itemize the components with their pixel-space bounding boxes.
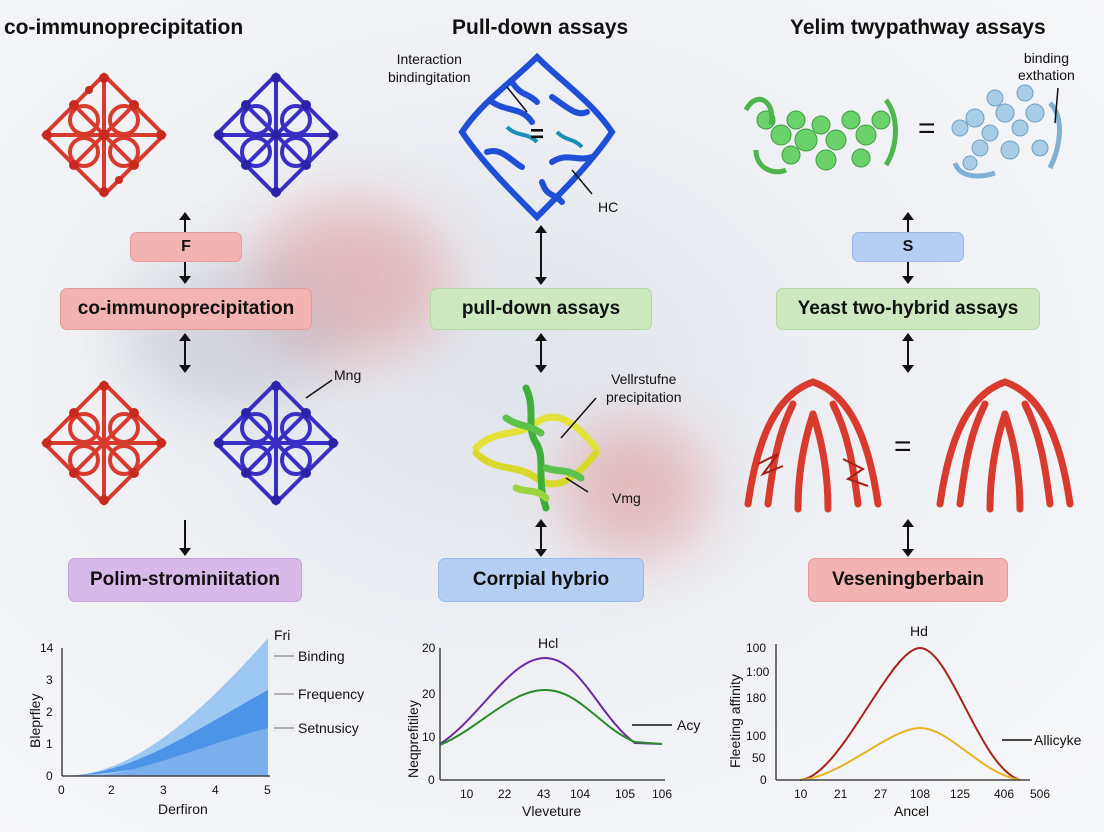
- blue-protein-top: [213, 72, 339, 198]
- chart-2-ytick-1: 20: [422, 687, 436, 701]
- right-column-title: Yelim twypathway assays: [790, 16, 1046, 39]
- chart-3: Hd 100 1:00 180 100 50 0 10 21 27 108 12…: [727, 623, 1082, 819]
- left-arrow-2: [179, 333, 191, 373]
- chart-3-ylabel: Fleeting affinity: [727, 674, 743, 768]
- chart-3-ytick-4: 50: [752, 751, 766, 765]
- chart-1-legend-2: Setnusicy: [298, 720, 359, 736]
- chart-1: 14 3 2 1 0 0 2 3 4 5 Derfiron Bleprfley …: [27, 627, 364, 817]
- chart-1-ylabel: Bleprfley: [27, 694, 43, 748]
- chart-1-area-frequency: [62, 690, 268, 776]
- right-arrow-2: [902, 333, 914, 373]
- chart-2-xlabel: Vleveture: [522, 803, 581, 819]
- center-yellow-green-protein: [472, 384, 600, 512]
- chart-1-legend-title: Fri: [274, 627, 290, 643]
- blue-protein-bottom: [213, 379, 339, 506]
- background-blob: [120, 260, 340, 410]
- chart-1-ytick-2: 2: [46, 705, 53, 719]
- chart-2-xtick-5: 106: [652, 787, 672, 801]
- right-binding-label: binding exthation: [1018, 50, 1075, 84]
- chart-2-line-green: [439, 688, 663, 746]
- chart-3-line-yellow: [799, 726, 1021, 781]
- chart-2-title: Hcl: [538, 635, 558, 651]
- chart-2-legend-0: Acy: [677, 717, 700, 733]
- center-interaction-label-text: Interaction bindingitation: [388, 51, 471, 85]
- right-equals-bottom: =: [894, 430, 912, 463]
- left-mng-label: Mng: [334, 367, 362, 383]
- chart-2-xtick-2: 43: [537, 787, 551, 801]
- chart-2-xtick-3: 104: [570, 787, 590, 801]
- right-equals-top: =: [918, 112, 936, 145]
- chart-2-xtick-0: 10: [460, 787, 474, 801]
- chart-1-xlabel: Derfiron: [158, 801, 208, 817]
- chart-2-line-purple: [439, 656, 663, 745]
- chart-3-line-red: [799, 646, 1021, 781]
- chart-3-ytick-5: 0: [760, 773, 767, 787]
- chart-1-legend-0: Binding: [298, 648, 345, 664]
- chart-3-xtick-0: 10: [794, 787, 808, 801]
- chart-3-xtick-1: 21: [834, 787, 848, 801]
- chart-3-ytick-2: 180: [746, 691, 766, 705]
- chart-1-xtick-1: 2: [108, 783, 115, 797]
- center-column-title: Pull-down assays: [452, 16, 629, 39]
- left-column-title: co-immunoprecipitation: [4, 16, 244, 39]
- chart-3-xtick-3: 108: [910, 787, 930, 801]
- chart-1-ytick-1: 3: [46, 673, 53, 687]
- center-arrow-1: [535, 225, 547, 285]
- chart-3-xlabel: Ancel: [894, 803, 929, 819]
- chart-1-area-setnusicy: [100, 728, 268, 776]
- green-protein: [743, 96, 898, 175]
- chart-1-xtick-4: 5: [264, 783, 271, 797]
- center-interaction-label: Interaction bindingitation: [388, 50, 471, 86]
- left-small-box: F: [130, 232, 242, 262]
- chart-3-legend-0: Allicyke: [1034, 732, 1082, 748]
- chart-3-xtick-4: 125: [950, 787, 970, 801]
- chart-2-xtick-1: 22: [498, 787, 512, 801]
- chart-1-ytick-3: 1: [46, 737, 53, 751]
- center-bottom-box: Corrpial hybrio: [438, 558, 644, 602]
- right-main-box: Yeast two-hybrid assays: [776, 288, 1040, 330]
- center-precipitation-label: Vellrstufne precipitation: [606, 370, 682, 406]
- chart-2-ytick-2: 10: [422, 730, 436, 744]
- background-blob: [250, 200, 450, 360]
- lightblue-protein: [951, 84, 1062, 179]
- center-arrow-3: [535, 519, 547, 557]
- center-main-box: pull-down assays: [430, 288, 652, 330]
- chart-3-ytick-3: 100: [746, 729, 766, 743]
- chart-3-xtick-6: 506: [1030, 787, 1050, 801]
- center-hc-label: HC: [598, 199, 619, 215]
- chart-1-xtick-0: 0: [58, 783, 65, 797]
- chart-1-areas: [62, 638, 268, 776]
- right-arrow-3: [902, 519, 914, 557]
- chart-1-xtick-2: 3: [160, 783, 167, 797]
- chart-2-ytick-0: 20: [422, 641, 436, 655]
- chart-1-xtick-3: 4: [212, 783, 219, 797]
- chart-3-ytick-1: 1:00: [746, 665, 770, 679]
- center-top-protein: =: [458, 52, 616, 222]
- chart-3-xtick-2: 27: [874, 787, 888, 801]
- chart-1-legend-1: Frequency: [298, 686, 364, 702]
- left-arrow-3: [179, 520, 191, 556]
- red-helix-protein-left: [744, 378, 882, 513]
- right-binding-label-text: binding exthation: [1018, 50, 1075, 83]
- right-bottom-box: Veseningberbain: [808, 558, 1008, 602]
- left-main-box: co-immunoprecipitation: [60, 288, 312, 330]
- center-vmg-label: Vmg: [612, 490, 641, 506]
- red-protein-bottom: [41, 380, 167, 506]
- red-helix-protein-right: [936, 378, 1074, 513]
- chart-2-xtick-4: 105: [615, 787, 635, 801]
- center-precipitation-label-text: Vellrstufne precipitation: [606, 371, 682, 405]
- chart-2: Hcl 20 20 10 0 10 22 43 104 105 106 Vlev…: [405, 635, 700, 819]
- right-small-box: S: [852, 232, 964, 262]
- chart-3-title: Hd: [910, 623, 928, 639]
- svg-text:=: =: [530, 121, 544, 148]
- red-protein-top: [41, 72, 167, 198]
- chart-2-ytick-3: 0: [428, 773, 435, 787]
- chart-3-xtick-5: 406: [994, 787, 1014, 801]
- chart-1-ytick-0: 14: [40, 641, 54, 655]
- chart-2-ylabel: Neqprefitiley: [405, 700, 421, 778]
- chart-1-ytick-4: 0: [46, 769, 53, 783]
- center-arrow-2: [535, 333, 547, 373]
- chart-3-ytick-0: 100: [746, 641, 766, 655]
- left-bottom-box: Polim-strominiitation: [68, 558, 302, 602]
